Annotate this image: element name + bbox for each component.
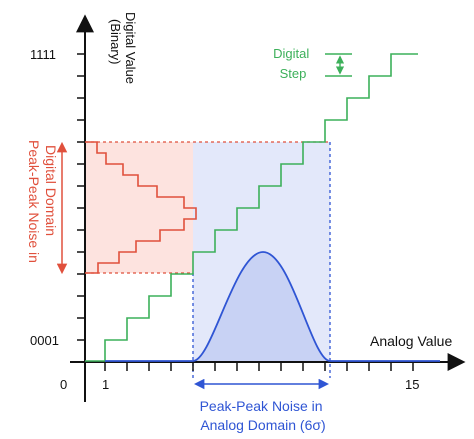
- y-ticks: [77, 53, 85, 341]
- origin-label: 0: [60, 377, 67, 392]
- digital-step-marker: [325, 53, 352, 77]
- adc-staircase: [85, 53, 418, 362]
- x-tick-label-15: 15: [405, 377, 419, 392]
- y-tick-label-top: 1111: [30, 47, 56, 62]
- x-tick-label-1: 1: [102, 377, 109, 392]
- digital-noise-label: Peak-Peak Noise in Digital Domain: [26, 140, 59, 267]
- analog-gaussian-fill: [193, 252, 330, 361]
- analog-gaussian-curve: [105, 251, 440, 362]
- y-axis-label: Digital Value (Binary): [108, 12, 138, 88]
- y-tick-label-bottom: 0001: [30, 333, 59, 348]
- digital-noise-bounds: [85, 141, 330, 274]
- digital-step-label: Digital Step: [273, 46, 313, 81]
- x-axis-label: Analog Value: [370, 333, 452, 349]
- digital-noise-histogram: [85, 141, 197, 274]
- digital-noise-region: [85, 142, 193, 273]
- x-ticks: [104, 362, 414, 371]
- analog-noise-label: Peak-Peak Noise in Analog Domain (6σ): [200, 398, 327, 433]
